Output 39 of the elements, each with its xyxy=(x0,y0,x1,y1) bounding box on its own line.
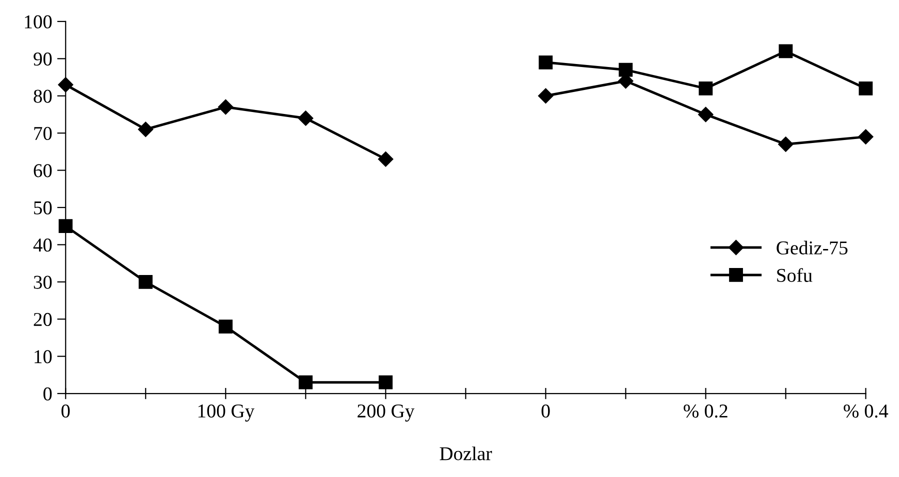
point xyxy=(538,55,553,70)
legend-label: Sofu xyxy=(777,268,812,282)
point xyxy=(858,81,873,96)
point xyxy=(138,274,153,289)
point xyxy=(58,77,74,92)
point xyxy=(378,152,394,167)
point xyxy=(538,88,554,104)
point xyxy=(698,106,714,122)
y-tick-label: 40 xyxy=(33,238,52,252)
point xyxy=(58,219,73,234)
point xyxy=(618,62,633,77)
x-tick-label: 0 xyxy=(62,404,70,418)
y-tick-label: 10 xyxy=(34,350,52,364)
y-tick-label: 80 xyxy=(34,90,52,103)
y-tick-label: 100 xyxy=(24,15,52,28)
x-tick-label: % 0.2 xyxy=(684,404,728,418)
point xyxy=(858,129,874,144)
x-tick-label: 100 Gy xyxy=(198,404,254,422)
point xyxy=(778,136,794,152)
point xyxy=(218,320,233,334)
y-tick-label: 20 xyxy=(34,312,52,326)
y-tick-label: 90 xyxy=(34,52,52,66)
point xyxy=(698,81,713,96)
y-tick-label: 0 xyxy=(43,387,52,400)
legend-label: Gediz-75 xyxy=(776,240,848,254)
x-tick-label: 200 Gy xyxy=(358,404,414,422)
point xyxy=(378,375,393,390)
y-tick-label: 70 xyxy=(34,126,52,140)
point xyxy=(218,99,234,115)
point xyxy=(298,375,313,390)
point xyxy=(138,122,154,137)
x-axis-title: Dozlar xyxy=(440,446,492,460)
x-tick-label: % 0.4 xyxy=(844,404,888,418)
y-tick-label: 30 xyxy=(34,276,52,289)
point xyxy=(298,110,314,126)
x-tick-label: 0 xyxy=(542,404,550,418)
point xyxy=(778,44,793,58)
y-tick-label: 50 xyxy=(34,201,52,214)
y-tick-label: 60 xyxy=(34,164,52,178)
